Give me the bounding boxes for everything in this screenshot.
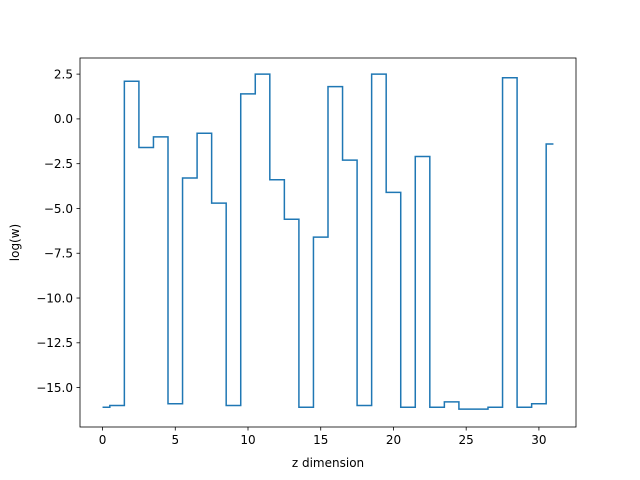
x-axis-label: z dimension [292,456,364,470]
axes-frame [79,57,577,428]
y-tick-label: −2.5 [44,157,73,171]
y-axis-ticks: 2.5 0.0 −2.5 −5.0 −7.5 −10.0 −12.5 −15.0 [36,67,80,395]
y-tick-label: −12.5 [36,336,73,350]
x-tick-label: 25 [459,433,474,447]
plot-area [102,73,554,410]
y-tick-label: −10.0 [36,291,73,305]
x-tick-label: 10 [240,433,255,447]
x-tick-label: 20 [386,433,401,447]
x-axis-ticks: 0 5 10 15 20 25 30 [99,427,547,447]
x-tick-label: 0 [99,433,107,447]
series-line [102,73,554,410]
y-axis-label: log(w) [8,224,22,261]
y-tick-label: −5.0 [44,202,73,216]
y-tick-label: −15.0 [36,381,73,395]
x-tick-label: 30 [531,433,546,447]
x-tick-label: 15 [313,433,328,447]
y-tick-label: 2.5 [54,67,73,81]
y-tick-label: −7.5 [44,247,73,261]
y-tick-label: 0.0 [54,112,73,126]
x-tick-label: 5 [171,433,179,447]
